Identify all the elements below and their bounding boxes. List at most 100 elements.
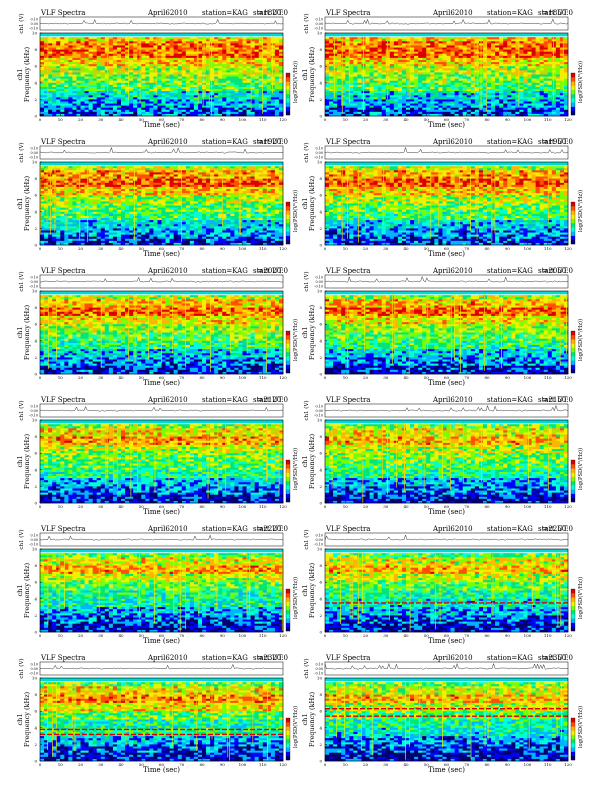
heatmap-cell [52, 86, 57, 90]
heatmap-cell [325, 41, 330, 44]
heatmap-cell [80, 97, 85, 100]
heatmap-cell [157, 170, 162, 173]
heatmap-cell [165, 99, 170, 102]
heatmap-cell [169, 41, 174, 44]
heatmap-cell [422, 49, 427, 52]
heatmap-cell [527, 45, 532, 48]
heatmap-cell [40, 55, 45, 59]
heatmap-cell [133, 39, 138, 42]
heatmap-cell [218, 66, 223, 69]
heatmap-cell [543, 76, 549, 79]
heatmap-cell [365, 91, 370, 94]
heatmap-cell [258, 64, 264, 67]
heatmap-cell [80, 66, 85, 69]
heatmap-cell [531, 45, 536, 48]
heatmap-cell [559, 53, 565, 57]
heatmap-cell [258, 78, 264, 82]
heatmap-cell [206, 70, 211, 73]
heatmap-cell [250, 97, 255, 100]
heatmap-cell [214, 51, 219, 55]
heatmap-cell [189, 97, 195, 100]
heatmap-cell [153, 57, 158, 61]
heatmap-cell [274, 41, 280, 44]
heatmap-cell [108, 170, 114, 173]
heatmap-cell [389, 57, 395, 61]
heatmap-cell [214, 82, 219, 86]
heatmap-cell [450, 72, 455, 75]
heatmap-cell [462, 86, 468, 90]
heatmap-cell [487, 53, 492, 57]
heatmap-cell [169, 47, 174, 50]
heatmap-cell [491, 68, 496, 71]
heatmap-cell [531, 41, 536, 44]
heatmap-cell [274, 76, 280, 79]
heatmap-cell [446, 37, 451, 40]
heatmap-cell [434, 78, 439, 82]
heatmap-cell [507, 95, 512, 98]
heatmap-cell [401, 62, 407, 65]
heatmap-cell [555, 107, 561, 111]
heatmap-cell [137, 89, 142, 92]
heatmap-cell [377, 66, 382, 69]
heatmap-cell [555, 84, 561, 88]
heatmap-cell [341, 76, 346, 79]
heatmap-cell [385, 68, 391, 71]
heatmap-cell [210, 109, 215, 113]
heatmap-cell [96, 97, 102, 100]
heatmap-cell [357, 39, 362, 42]
heatmap-cell [80, 91, 85, 94]
heatmap-cell [129, 91, 134, 94]
heatmap-cell [76, 101, 81, 104]
heatmap-cell [116, 95, 122, 98]
heatmap-cell [230, 172, 235, 175]
heatmap-cell [373, 53, 378, 57]
heatmap-cell [214, 95, 219, 98]
date-text: April62010 [432, 9, 473, 17]
heatmap-cell [84, 174, 89, 177]
heatmap-cell [482, 76, 488, 79]
heatmap-cell [278, 41, 284, 44]
heatmap-cell [234, 91, 239, 94]
heatmap-cell [369, 74, 374, 77]
heatmap-cell [40, 166, 45, 169]
heatmap-cell [491, 72, 496, 75]
heatmap-cell [547, 97, 553, 100]
heatmap-cell [401, 82, 407, 86]
heatmap-cell [507, 39, 512, 42]
heatmap-cell [149, 55, 154, 59]
heatmap-cell [389, 62, 395, 65]
heatmap-cell [197, 101, 203, 104]
heatmap-cell [377, 59, 382, 63]
heatmap-cell [474, 99, 480, 102]
heatmap-cell [226, 101, 231, 104]
heatmap-cell [108, 89, 114, 92]
heatmap-cell [523, 91, 528, 94]
heatmap-cell [92, 103, 97, 106]
heatmap-cell [401, 78, 407, 82]
heatmap-cell [365, 80, 370, 84]
heatmap-cell [535, 86, 540, 90]
heatmap-cell [551, 70, 557, 73]
heatmap-cell [337, 86, 342, 90]
heatmap-cell [185, 37, 191, 40]
heatmap-cell [401, 109, 407, 113]
heatmap-cell [254, 78, 259, 82]
heatmap-cell [218, 109, 223, 113]
heatmap-cell [44, 101, 49, 104]
heatmap-cell [418, 47, 423, 50]
heatmap-cell [52, 99, 57, 102]
heatmap-cell [258, 84, 264, 88]
heatmap-cell [80, 82, 85, 86]
heatmap-cell [487, 80, 492, 84]
heatmap-cell [84, 57, 89, 61]
heatmap-cell [161, 170, 166, 173]
heatmap-cell [559, 47, 565, 50]
heatmap-cell [543, 39, 549, 42]
heatmap-cell [462, 74, 468, 77]
heatmap-cell [108, 74, 114, 77]
heatmap-cell [389, 103, 395, 106]
heatmap-cell [422, 74, 427, 77]
heatmap-cell [165, 49, 170, 52]
heatmap-cell [96, 109, 102, 113]
heatmap-cell [112, 45, 118, 48]
